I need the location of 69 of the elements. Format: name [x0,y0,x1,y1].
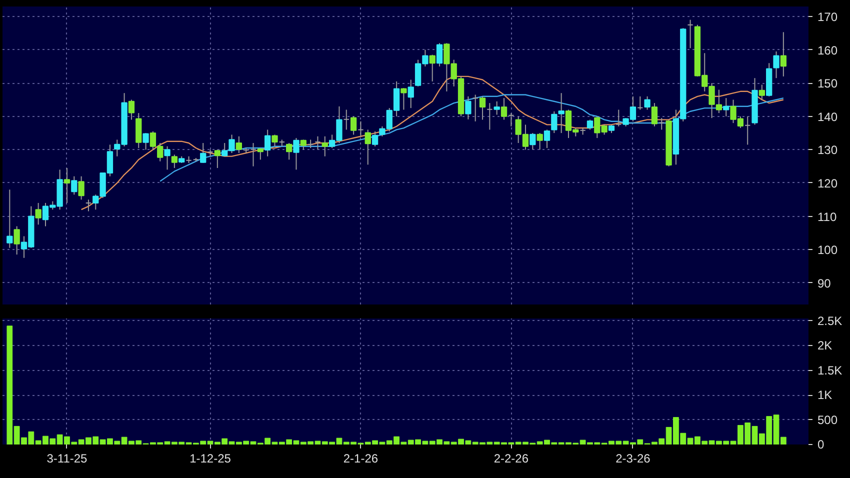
candlestick [508,112,514,127]
candlestick [400,88,407,110]
candlestick [307,139,314,149]
candlestick [372,130,378,147]
y-tick-label: 500 [818,412,838,427]
y-tick-label: 1.5K [818,363,842,378]
candlestick [723,98,730,117]
x-tick-label: 2-3-26 [616,452,651,466]
candlestick [264,129,271,157]
candlestick [544,129,550,149]
candlestick [142,132,149,150]
y-tick-label: 2.5K [818,314,842,328]
y-tick-label: 100 [818,243,838,258]
candlestick [616,109,622,127]
candlestick [586,119,594,130]
candlestick [14,226,20,256]
candlestick [536,132,543,150]
candlestick [171,154,178,168]
candlestick [6,189,13,248]
line-series [160,94,784,182]
candlestick [71,176,78,196]
candlestick [136,112,142,149]
x-tick-label: 2-2-26 [494,452,529,466]
candlestick [364,129,371,166]
y-tick-label: 150 [818,76,838,91]
candlestick [35,202,42,226]
candlestick [558,92,564,134]
candlestick [551,110,558,134]
candlestick [465,96,472,120]
y-tick-label: 140 [818,110,838,124]
candlestick [164,146,170,170]
candlestick [358,120,364,137]
candlestick [436,42,443,67]
candlestick [637,96,644,110]
y-tick-label: 2K [818,338,832,353]
candlestick [343,109,350,130]
candlestick [658,118,665,130]
y-tick-label: 170 [818,10,838,24]
candlestick [408,79,414,109]
candlestick [773,50,780,79]
candlestick [128,99,135,120]
candlestick [293,138,300,170]
candlestick [687,19,694,49]
y-tick-label: 90 [818,276,832,290]
candlestick [314,136,321,150]
candlestick [486,102,493,130]
y-tick-label: 1K [818,388,832,402]
candlestick [644,96,650,110]
candlestick [250,142,256,167]
candlestick [85,199,92,212]
x-tick-label: 3-11-25 [46,452,88,466]
candlestick [429,54,436,82]
candlestick [322,136,328,157]
candlestick [758,84,766,100]
y-tick-label: 110 [818,210,837,224]
candlestick [780,32,787,77]
candlestick [78,176,84,200]
candlestick [236,136,242,154]
y-tick-label: 120 [818,176,838,190]
y-tick-label: 130 [818,143,838,158]
y-tick-label: 0 [818,438,824,452]
candlestick [472,94,478,122]
x-tick-label: 2-1-26 [343,452,378,466]
x-tick-label: 1-12-25 [190,452,232,466]
candlestick [744,116,751,146]
candlestick [530,132,536,150]
candlestick [286,142,292,160]
y-tick-label: 160 [818,43,838,58]
candlestick [64,167,70,204]
